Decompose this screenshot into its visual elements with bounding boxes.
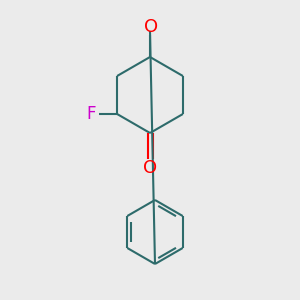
Text: O: O <box>144 18 158 36</box>
Text: O: O <box>143 159 157 177</box>
Text: F: F <box>86 105 96 123</box>
